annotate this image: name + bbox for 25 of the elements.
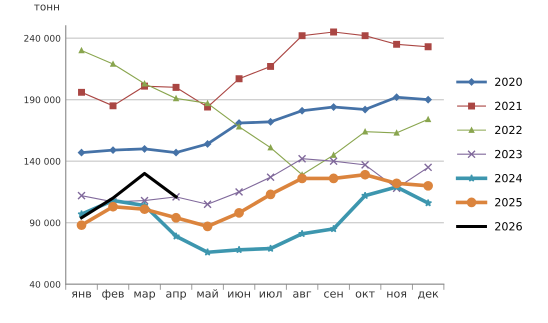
x-tick-label: окт [356, 291, 375, 298]
legend-label: 2022 [495, 126, 522, 134]
legend-label: 2026 [495, 222, 522, 231]
x-tick-label: мар [134, 291, 156, 300]
y-tick-label: 190 000 [24, 96, 60, 104]
y-tick-label: 240 000 [24, 34, 60, 42]
y-axis-title: тонн [34, 4, 59, 10]
x-tick-label: июн [228, 291, 250, 298]
y-tick-label: 40 000 [30, 280, 60, 288]
legend-label: 2025 [495, 198, 522, 206]
x-tick-label: апр [166, 291, 186, 300]
x-tick-label: фев [102, 289, 124, 300]
legend-label: 2021 [495, 102, 522, 110]
y-tick-label: 90 000 [30, 219, 60, 226]
x-tick-label: июл [260, 291, 282, 298]
x-tick-label: ноя [387, 291, 406, 298]
x-tick-label: янв [72, 291, 92, 298]
x-tick-label: сен [324, 291, 343, 298]
x-tick-label: дек [418, 291, 438, 300]
legend-label: 2024 [495, 174, 522, 182]
x-tick-label: май [197, 289, 218, 298]
y-tick-label: 140 000 [24, 158, 60, 165]
legend-label: 2023 [495, 150, 522, 158]
legend-label: 2020 [495, 78, 522, 86]
x-tick-label: авг [293, 291, 312, 298]
